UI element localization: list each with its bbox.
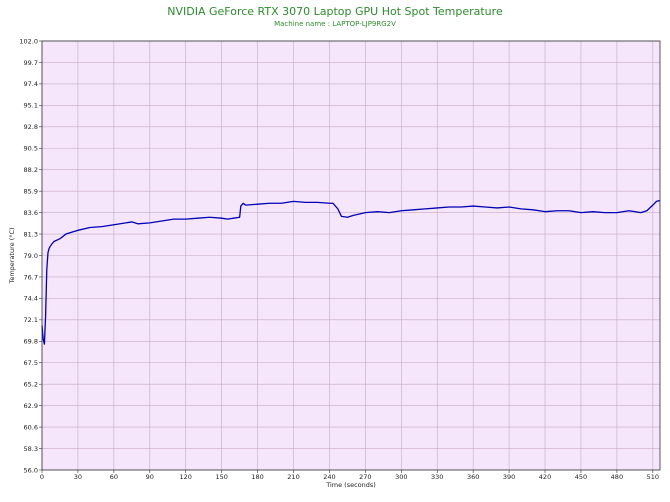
x-tick-label: 390 xyxy=(503,473,515,481)
grid xyxy=(41,40,660,471)
x-tick-label: 60 xyxy=(110,473,118,481)
x-tick-label: 90 xyxy=(146,473,154,481)
x-tick-label: 30 xyxy=(74,473,82,481)
chart-subtitle: Machine name : LAPTOP-LJP9RG2V xyxy=(274,20,396,28)
x-tick-label: 120 xyxy=(180,473,192,481)
y-tick-label: 65.2 xyxy=(24,381,38,389)
x-tick-label: 270 xyxy=(359,473,371,481)
y-axis-ticks: 56.0 58.3 60.6 62.9 65.2 67.5 69.8 72.1 74.4 76.7… xyxy=(19,37,42,474)
y-tick-label: 90.5 xyxy=(24,145,38,153)
y-tick-label: 92.8 xyxy=(24,123,38,131)
x-tick-label: 360 xyxy=(467,473,479,481)
series-layer xyxy=(41,199,661,345)
y-tick-label: 58.3 xyxy=(24,445,38,453)
x-tick-label: 480 xyxy=(611,473,623,481)
x-tick-label: 0 xyxy=(40,473,44,481)
y-tick-label: 102.0 xyxy=(19,37,38,45)
y-tick-label: 69.8 xyxy=(24,338,38,346)
y-axis-label: Temperature (°C) xyxy=(8,227,16,284)
series-line xyxy=(41,199,661,345)
y-tick-label: 72.1 xyxy=(24,316,38,324)
y-tick-label: 99.7 xyxy=(24,59,38,67)
y-tick-label: 97.4 xyxy=(24,80,38,88)
y-tick-label: 62.9 xyxy=(24,402,38,410)
y-tick-label: 81.3 xyxy=(24,230,38,238)
y-tick-label: 76.7 xyxy=(24,273,38,281)
y-tick-label: 83.6 xyxy=(24,209,38,217)
x-tick-label: 210 xyxy=(287,473,299,481)
y-tick-label: 85.9 xyxy=(24,187,38,195)
chart-title: NVIDIA GeForce RTX 3070 Laptop GPU Hot S… xyxy=(167,5,503,18)
x-tick-label: 300 xyxy=(395,473,407,481)
x-tick-label: 150 xyxy=(215,473,227,481)
x-tick-label: 420 xyxy=(539,473,551,481)
y-tick-label: 74.4 xyxy=(24,295,38,303)
x-tick-label: 510 xyxy=(647,473,659,481)
y-tick-label: 60.6 xyxy=(24,423,38,431)
y-tick-label: 88.2 xyxy=(24,166,38,174)
x-axis-label: Time (seconds) xyxy=(325,481,376,489)
x-axis-ticks: 0 30 60 90 120 150 180 210 240 270 300 330 360 390 420… xyxy=(40,470,659,481)
x-tick-label: 180 xyxy=(251,473,263,481)
x-tick-label: 330 xyxy=(431,473,443,481)
y-tick-label: 95.1 xyxy=(24,102,38,110)
x-tick-label: 240 xyxy=(323,473,335,481)
y-tick-label: 67.5 xyxy=(24,359,38,367)
y-tick-label: 56.0 xyxy=(24,466,38,474)
x-tick-label: 450 xyxy=(575,473,587,481)
y-tick-label: 79.0 xyxy=(24,252,38,260)
